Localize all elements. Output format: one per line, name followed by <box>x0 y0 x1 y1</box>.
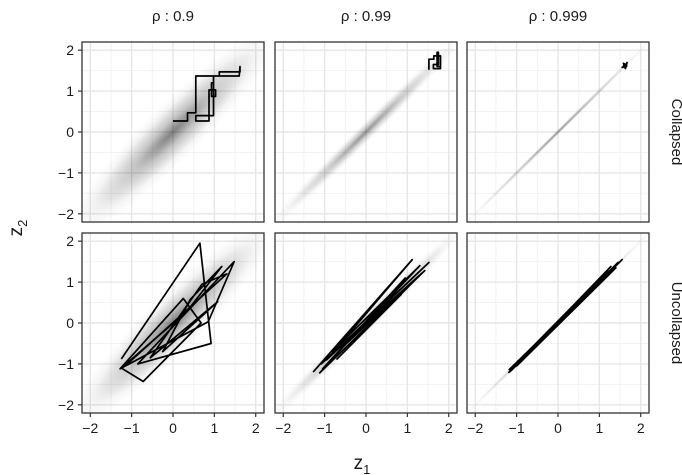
panel-uncollapsed-rho-09: −2 −1 0 1 2 −2 −1 0 1 2 <box>58 232 265 436</box>
sampler-trace-line <box>428 51 442 70</box>
density-ridge <box>467 42 649 222</box>
sampler-trace-line <box>621 61 628 70</box>
y-tick-label: 0 <box>66 315 74 331</box>
y-axis-title-subscript: 2 <box>15 220 30 227</box>
x-tick-label: 1 <box>595 420 603 436</box>
y-tick-label: 1 <box>66 274 74 290</box>
x-tick-label: −2 <box>275 420 291 436</box>
y-tick-label: −2 <box>58 397 74 413</box>
x-axis-title-subscript: 1 <box>363 462 370 475</box>
y-tick-label: 1 <box>66 83 74 99</box>
y-tick-label: −1 <box>58 356 74 372</box>
y-tick-label: 2 <box>66 233 74 249</box>
sampler-trace-line <box>173 65 241 122</box>
x-axis-title: z1 <box>354 453 371 475</box>
x-tick-label: −1 <box>124 420 140 436</box>
x-tick-label: 0 <box>362 420 370 436</box>
column-strip-label: ρ : 0.999 <box>529 8 588 25</box>
sampler-trace-line <box>119 242 236 383</box>
column-strip-label: ρ : 0.9 <box>152 8 194 25</box>
sampler-trace-line <box>507 258 623 374</box>
x-tick-label: −2 <box>82 420 98 436</box>
density-ridge <box>275 42 457 222</box>
y-tick-label: 2 <box>66 42 74 58</box>
x-tick-label: 1 <box>403 420 411 436</box>
x-tick-label: 0 <box>169 420 177 436</box>
facet-panels: −2 −1 0 1 2 −2 −1 0 1 2 −2 −1 0 1 2 −2 −1 0 1 2 −2 −1 0 1 2 ρ : 0… <box>58 8 682 436</box>
x-tick-label: 0 <box>554 420 562 436</box>
x-tick-label: −1 <box>317 420 333 436</box>
y-tick-label: −1 <box>58 165 74 181</box>
x-tick-label: 2 <box>637 420 645 436</box>
panel-border <box>466 41 650 223</box>
panel-border <box>274 41 458 223</box>
x-tick-label: 1 <box>210 420 218 436</box>
density-ridge <box>82 42 264 222</box>
panel-uncollapsed-rho-0999: −2 −1 0 1 2 <box>466 232 650 436</box>
column-strip-label: ρ : 0.99 <box>341 8 391 25</box>
x-tick-label: 2 <box>445 420 453 436</box>
x-tick-label: 2 <box>252 420 260 436</box>
x-tick-label: −1 <box>509 420 525 436</box>
panel-collapsed-rho-099 <box>274 41 458 223</box>
y-tick-label: −2 <box>58 206 74 222</box>
panel-uncollapsed-rho-099: −2 −1 0 1 2 <box>274 232 458 436</box>
y-axis-title: z2 <box>6 220 30 237</box>
y-tick-label: 0 <box>66 124 74 140</box>
panel-collapsed-rho-0999 <box>466 41 650 223</box>
panel-collapsed-rho-09: −2 −1 0 1 2 <box>58 41 265 223</box>
row-strip-label: Collapsed <box>668 99 682 166</box>
row-strip-label: Uncollapsed <box>668 282 682 365</box>
x-tick-label: −2 <box>467 420 483 436</box>
sampler-trace-line <box>312 258 430 374</box>
